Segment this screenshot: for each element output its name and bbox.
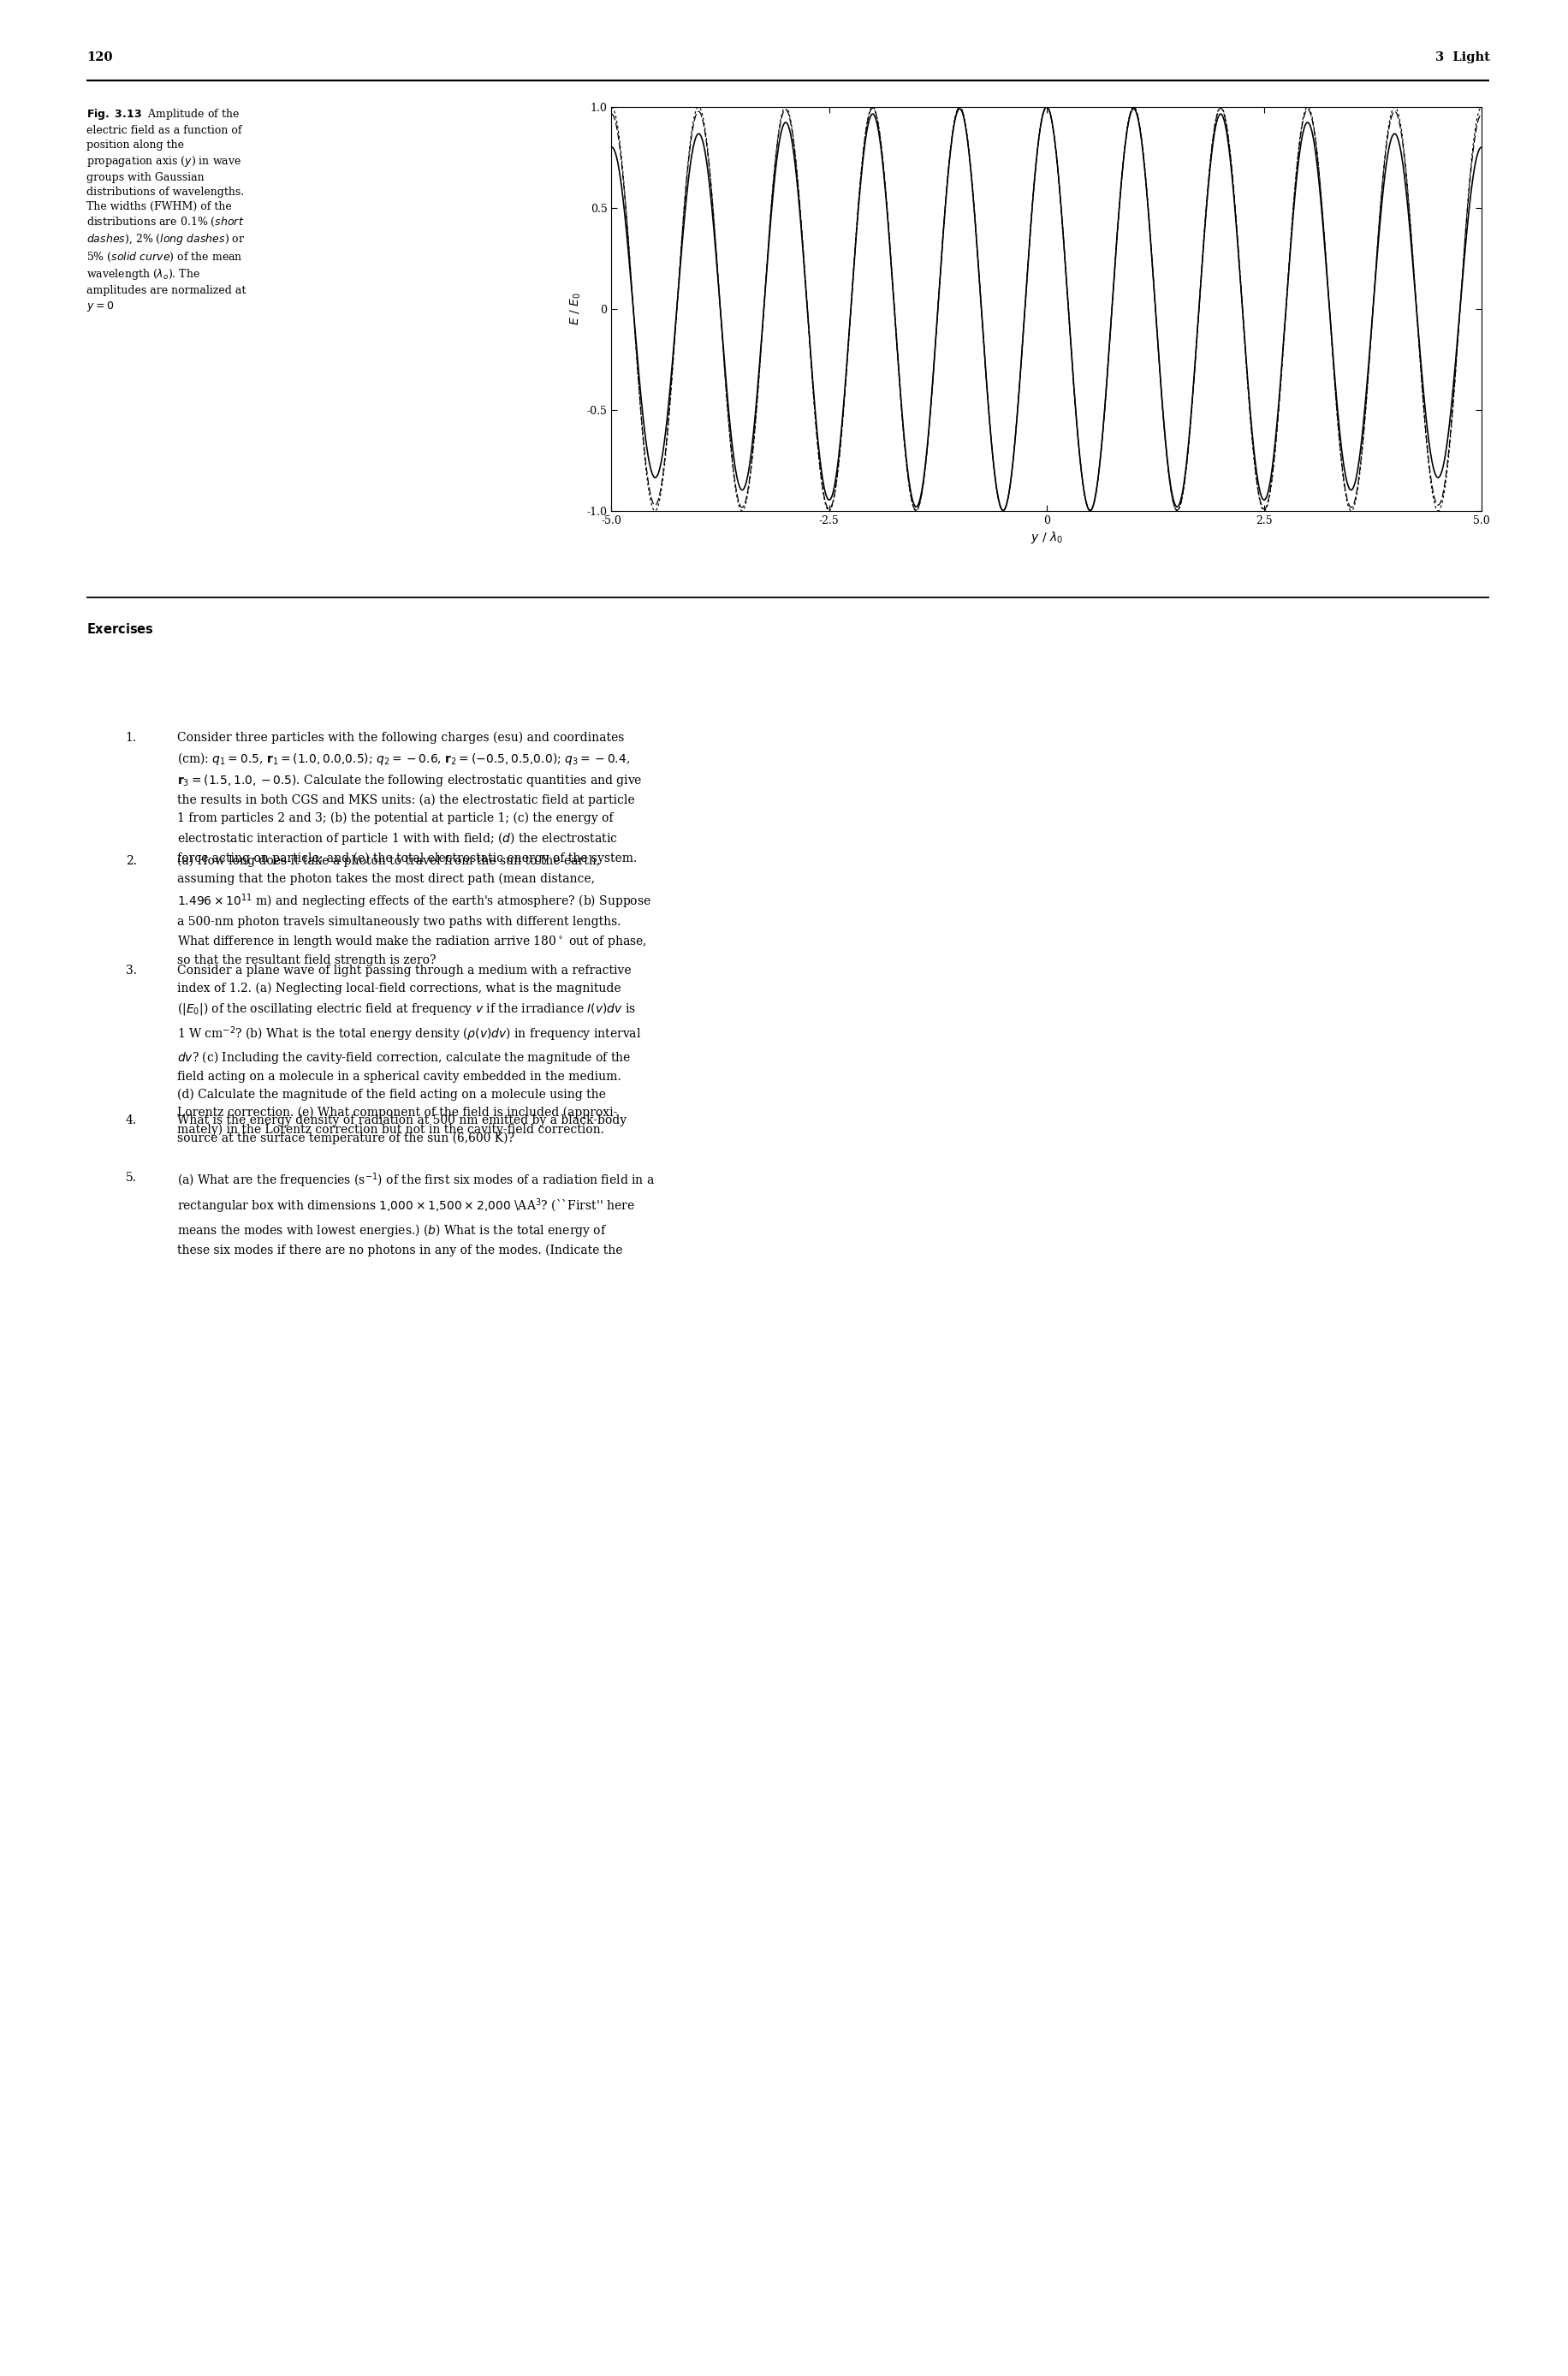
Text: 3  Light: 3 Light	[1435, 50, 1490, 64]
X-axis label: $y\ /\ \lambda_\mathrm{0}$: $y\ /\ \lambda_\mathrm{0}$	[1030, 530, 1063, 544]
Text: What is the energy density of radiation at 500 nm emitted by a black-body
source: What is the energy density of radiation …	[177, 1114, 627, 1145]
Text: 2.: 2.	[125, 855, 136, 867]
Text: 3.: 3.	[125, 965, 136, 977]
Text: 4.: 4.	[125, 1114, 136, 1126]
Text: 5.: 5.	[125, 1171, 136, 1183]
Y-axis label: $E\ /\ E_\mathrm{0}$: $E\ /\ E_\mathrm{0}$	[569, 292, 583, 326]
Text: Consider a plane wave of light passing through a medium with a refractive
index : Consider a plane wave of light passing t…	[177, 965, 641, 1136]
Text: Consider three particles with the following charges (esu) and coordinates
(cm): : Consider three particles with the follow…	[177, 732, 643, 865]
Text: (a) What are the frequencies (s$^{-1}$) of the first six modes of a radiation fi: (a) What are the frequencies (s$^{-1}$) …	[177, 1171, 655, 1257]
Text: (a) How long does it take a photon to travel from the sun to the earth,
assuming: (a) How long does it take a photon to tr…	[177, 855, 652, 967]
Text: $\mathbf{Exercises}$: $\mathbf{Exercises}$	[86, 623, 154, 637]
Text: $\mathbf{Fig.}$ $\mathbf{3.13}$  Amplitude of the
electric field as a function o: $\mathbf{Fig.}$ $\mathbf{3.13}$ Amplitud…	[86, 107, 246, 314]
Text: 1.: 1.	[125, 732, 136, 744]
Text: 120: 120	[86, 50, 113, 64]
